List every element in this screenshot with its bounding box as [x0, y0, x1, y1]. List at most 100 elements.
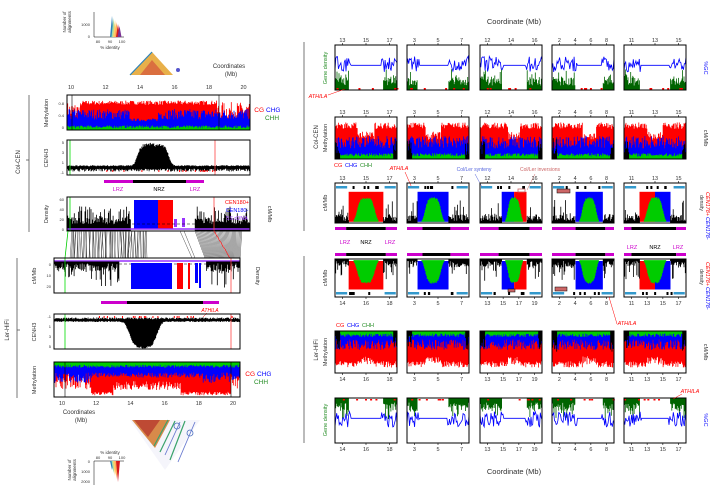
athila-mark: [356, 399, 359, 401]
cen178-density: [421, 197, 445, 222]
identity-dot: [176, 68, 180, 72]
tick-label: 10: [47, 273, 52, 278]
legend-cen178-minus: CEN178-: [704, 217, 710, 240]
athila-mark: [214, 170, 216, 172]
methylation-panel: [479, 330, 543, 374]
legend-chg: CHG: [266, 107, 280, 114]
athila-mark: [140, 316, 142, 318]
inversions-label: Col/Ler inversions: [520, 167, 561, 173]
identity-ring: [186, 429, 194, 437]
ylabel: cM/Mb: [323, 195, 329, 212]
tick-label: 17: [516, 377, 522, 383]
gene-density: [334, 69, 398, 90]
synteny-block: [367, 186, 370, 189]
gene-density-panel: [551, 397, 615, 444]
gc-content-line: [479, 410, 543, 429]
tick-label: 100: [119, 455, 126, 460]
gc-content-line: [406, 411, 470, 428]
synteny-block: [670, 292, 673, 295]
athila-mark: [143, 316, 145, 318]
tick-label: 0: [62, 125, 65, 130]
athila-mark: [371, 88, 374, 90]
athila-mark: [624, 399, 627, 401]
tick-label: 13: [339, 176, 345, 182]
tick-label: 16: [363, 377, 369, 383]
synteny-block: [427, 186, 430, 189]
gene-density: [551, 70, 615, 90]
inversion-box: [507, 288, 516, 293]
tick-label: 16: [531, 176, 537, 182]
tick-label: 6: [589, 447, 592, 453]
legend-chg: CHG: [257, 371, 271, 378]
synteny-block: [368, 292, 371, 295]
athila-mark: [649, 88, 652, 90]
tick-label: 1000: [81, 22, 91, 27]
ylabel: cM/Mb: [323, 270, 329, 287]
tick-label: 14: [508, 176, 514, 182]
tick-label: 13: [339, 38, 345, 44]
lrz-zone-bar: [450, 227, 469, 230]
legend-cg: CG: [334, 163, 342, 169]
tick-label: 16: [162, 401, 168, 407]
lrz-zone-bar: [335, 253, 347, 256]
synteny-boundary-green: [64, 230, 69, 259]
synteny-segment: [408, 186, 420, 189]
ylabel-gene-density: Gene density: [323, 404, 329, 437]
tick-label: 11: [629, 447, 635, 453]
synteny-segment: [408, 292, 420, 295]
methylation-panel: [623, 330, 687, 374]
cen178-density: [353, 260, 379, 284]
athila-mark: [141, 170, 143, 172]
synteny-segment: [481, 292, 493, 295]
gene-density-panel: [334, 44, 398, 91]
tick-label: 11: [629, 176, 635, 182]
inversion-box: [556, 188, 571, 194]
tick-label: 1: [62, 160, 65, 165]
tick-label: 3: [413, 38, 416, 44]
athila-mark: [658, 399, 661, 401]
tick-label: 2: [558, 447, 561, 453]
tick-label: 60: [60, 197, 65, 202]
tick-label: 17: [675, 301, 681, 307]
synteny-block: [376, 186, 379, 189]
synteny-segment: [456, 186, 468, 189]
gene-density-panel: [479, 397, 543, 444]
tick-label: 13: [339, 110, 345, 116]
lrz-zone-bar: [101, 301, 127, 304]
athila-label: ATHILA: [200, 308, 219, 314]
tick-label: 17: [386, 176, 392, 182]
gc-content-line: [551, 56, 615, 73]
tick-label: 12: [102, 85, 108, 91]
synteny-segment: [336, 186, 348, 189]
identity-heatmap-edge: [129, 51, 153, 76]
synteny-block: [579, 292, 582, 295]
synteny-block: [664, 186, 667, 189]
synteny-segment: [384, 186, 396, 189]
athila-mark: [487, 399, 490, 401]
cen180-plus-block: [177, 263, 183, 289]
tick-label: 3: [62, 150, 65, 155]
inversion-box: [554, 286, 568, 292]
tick-label: 11: [629, 38, 635, 44]
tick-label: 17: [675, 377, 681, 383]
tick-label: 15: [363, 110, 369, 116]
nrz-zone-bar: [575, 227, 606, 230]
synteny-block: [352, 186, 355, 189]
tick-label: 2: [558, 176, 561, 182]
athila-mark: [202, 170, 204, 172]
ylabel: Density: [44, 205, 50, 224]
athila-mark: [667, 88, 670, 90]
athila-pointer: [404, 171, 413, 189]
athila-mark: [637, 399, 640, 401]
athila-mark: [425, 399, 428, 401]
gene-density: [406, 398, 470, 417]
athila-mark: [375, 399, 378, 401]
gene-density: [623, 69, 687, 90]
tick-label: 5: [436, 301, 439, 307]
tick-label: 17: [516, 301, 522, 307]
ylabel: CENH3: [32, 323, 38, 342]
cen180-minus-block: [199, 263, 201, 288]
athila-mark: [538, 399, 541, 401]
tick-label: 18: [196, 401, 202, 407]
